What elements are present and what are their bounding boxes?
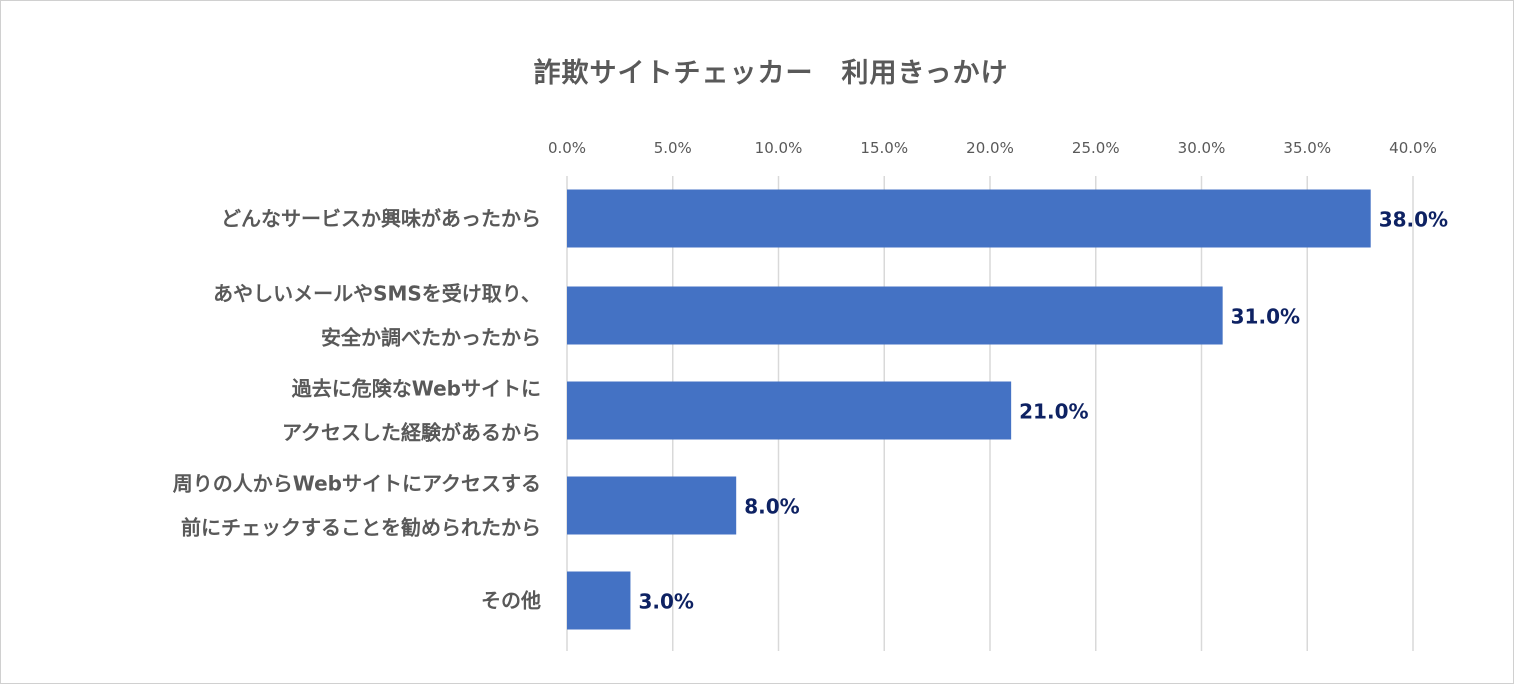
bar xyxy=(567,476,737,535)
bar xyxy=(567,286,1223,345)
category-label: あやしいメールやSMSを受け取り、 xyxy=(213,282,541,306)
data-label: 21.0% xyxy=(1019,400,1088,424)
x-tick-label: 0.0% xyxy=(548,139,586,157)
data-label: 3.0% xyxy=(638,590,693,614)
x-tick-label: 15.0% xyxy=(860,139,908,157)
x-tick-label: 10.0% xyxy=(755,139,803,157)
x-tick-label: 20.0% xyxy=(966,139,1014,157)
category-label: 前にチェックすることを勧められたから xyxy=(181,516,541,540)
category-label: 周りの人からWebサイトにアクセスする xyxy=(173,472,541,496)
data-label: 38.0% xyxy=(1379,208,1448,232)
category-label: 安全か調べたかったから xyxy=(321,326,541,350)
data-label: 31.0% xyxy=(1231,305,1300,329)
x-tick-label: 35.0% xyxy=(1283,139,1331,157)
x-tick-label: 30.0% xyxy=(1178,139,1226,157)
category-label: どんなサービスか興味があったから xyxy=(221,207,541,231)
category-label: その他 xyxy=(481,589,541,613)
bar xyxy=(567,571,631,630)
bar xyxy=(567,189,1371,248)
category-label: アクセスした経験があるから xyxy=(282,421,541,445)
chart-title: 詐欺サイトチェッカー 利用きっかけ xyxy=(533,58,1009,89)
x-tick-label: 25.0% xyxy=(1072,139,1120,157)
x-tick-label: 40.0% xyxy=(1389,139,1437,157)
data-label: 8.0% xyxy=(744,495,799,519)
bar xyxy=(567,381,1012,440)
category-label: 過去に危険なWebサイトに xyxy=(292,377,541,401)
x-tick-label: 5.0% xyxy=(654,139,692,157)
